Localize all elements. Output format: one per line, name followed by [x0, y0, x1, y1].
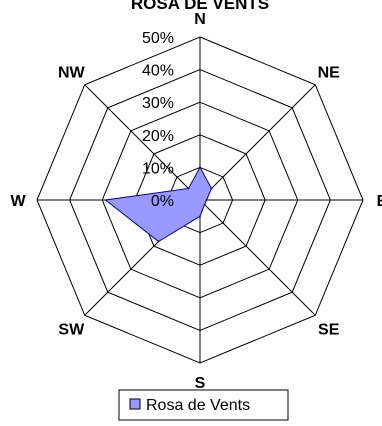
direction-labels: N NE E SE S SW W NW	[10, 11, 382, 392]
direction-label: NW	[58, 64, 86, 81]
direction-label: E	[377, 193, 382, 210]
chart-title: ROSA DE VENTS	[131, 0, 269, 13]
radial-tick-labels: 0% 10% 20% 30% 40% 50%	[142, 30, 174, 210]
spoke-line	[84, 84, 201, 201]
legend-label: Rosa de Vents	[146, 397, 250, 414]
tick-label: 20%	[142, 128, 174, 145]
spoke-line	[199, 84, 316, 201]
tick-label: 0%	[151, 193, 174, 210]
direction-label: SE	[318, 322, 340, 339]
series-point	[104, 199, 107, 201]
radar-series-layer	[104, 166, 213, 243]
series-point	[157, 240, 160, 243]
direction-label: N	[194, 11, 206, 28]
direction-label: SW	[58, 322, 85, 339]
tick-label: 50%	[142, 30, 174, 47]
direction-label: NE	[318, 64, 341, 81]
series-point	[199, 166, 201, 169]
series-point	[187, 187, 190, 190]
series-point	[210, 187, 213, 190]
legend-swatch	[129, 398, 141, 410]
direction-label: W	[10, 193, 26, 210]
series-point	[203, 203, 206, 206]
direction-label: S	[195, 375, 206, 392]
legend-box	[118, 389, 289, 421]
tick-label: 10%	[142, 160, 174, 177]
legend: Rosa de Vents	[118, 389, 289, 421]
spoke-line	[199, 199, 316, 316]
radar-grid	[36, 36, 364, 364]
tick-label: 30%	[142, 95, 174, 112]
series-point	[199, 215, 201, 218]
series-point	[205, 199, 208, 201]
tick-label: 40%	[142, 63, 174, 80]
